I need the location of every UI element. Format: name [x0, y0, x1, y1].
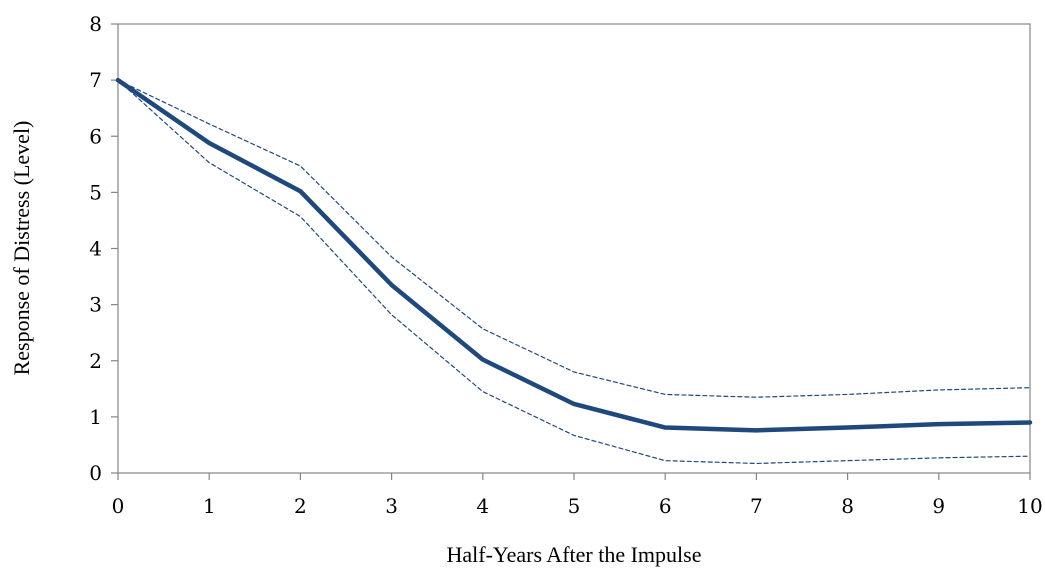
x-tick-label: 2 [294, 494, 307, 518]
series-line-upper-band [117, 79, 1031, 398]
x-tick-label: 10 [1017, 494, 1042, 518]
y-tick-label: 7 [89, 68, 102, 92]
y-tick-label: 4 [89, 237, 102, 261]
series-group [115, 77, 1033, 465]
x-axis-title: Half-Years After the Impulse [447, 542, 702, 567]
y-tick-label: 8 [89, 12, 102, 36]
y-axis: 0 1 2 3 4 5 6 7 8 [89, 12, 118, 485]
x-tick-label: 6 [659, 494, 672, 518]
y-tick-label: 6 [89, 124, 102, 148]
series-line-lower-band [117, 79, 1031, 465]
y-tick-label: 2 [89, 349, 102, 373]
y-tick-label: 1 [89, 405, 102, 429]
x-tick-label: 4 [476, 494, 489, 518]
y-tick-label: 5 [89, 180, 102, 204]
x-axis: 0 1 2 3 4 5 6 7 8 9 10 [112, 473, 1043, 518]
y-tick-label: 3 [89, 293, 102, 317]
x-tick-label: 9 [932, 494, 945, 518]
x-tick-label: 3 [385, 494, 398, 518]
series-line-response [115, 77, 1033, 433]
x-tick-label: 8 [841, 494, 854, 518]
y-tick-label: 0 [89, 461, 102, 485]
x-tick-label: 0 [112, 494, 125, 518]
x-tick-label: 1 [203, 494, 216, 518]
x-tick-label: 7 [750, 494, 763, 518]
x-tick-label: 5 [568, 494, 581, 518]
y-axis-title: Response of Distress (Level) [9, 121, 34, 376]
